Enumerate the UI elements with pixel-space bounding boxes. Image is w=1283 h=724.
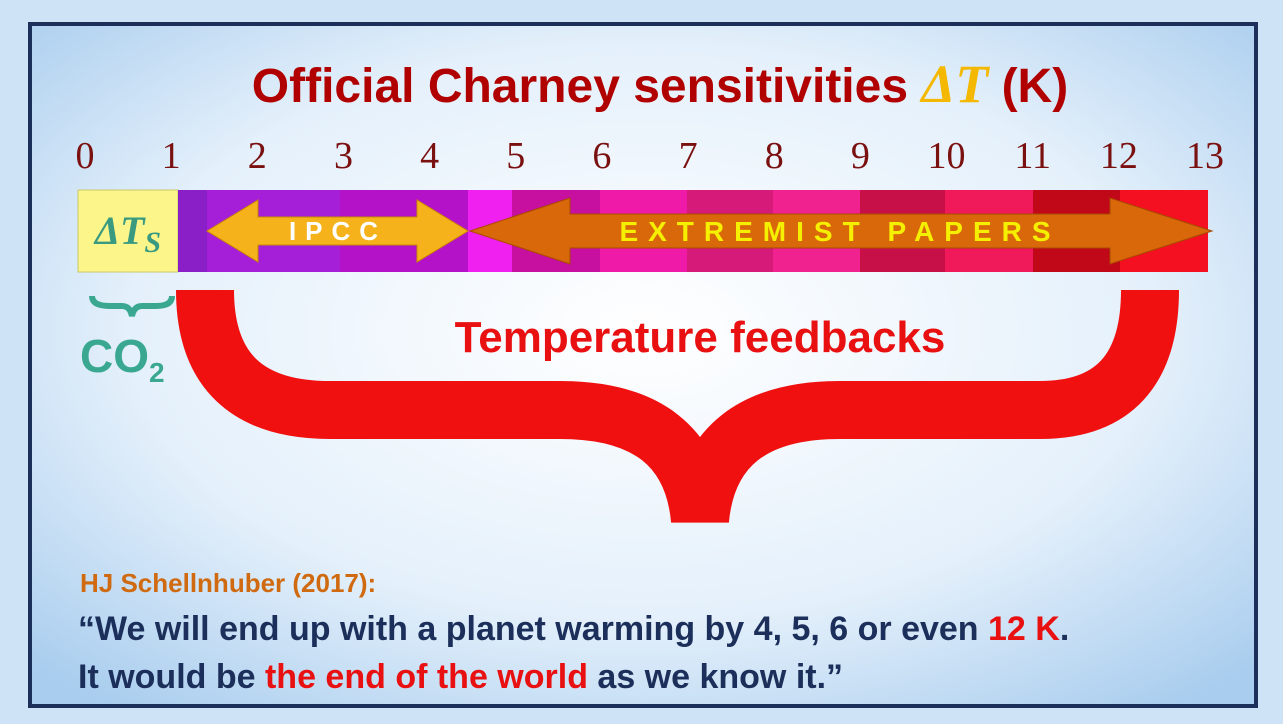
quote-text: . xyxy=(1060,610,1069,648)
scale-tick-label: 11 xyxy=(1014,135,1051,177)
quote-line: “We will end up with a planet warming by… xyxy=(78,610,1069,648)
quote-highlight: 12 K xyxy=(988,610,1060,648)
direct-symbol: ΔT xyxy=(93,208,146,253)
extremist-label: EXTREMIST PAPERS xyxy=(619,216,1060,247)
scale-tick-label: 0 xyxy=(76,135,95,177)
segment xyxy=(77,189,179,273)
citation: HJ Schellnhuber (2017): xyxy=(80,568,376,598)
scale-tick-label: 10 xyxy=(928,135,966,177)
scale-tick-label: 4 xyxy=(420,135,439,177)
scale-tick-label: 2 xyxy=(248,135,267,177)
co2-subscript: 2 xyxy=(149,357,165,388)
co2-brace xyxy=(89,295,175,317)
direct-subscript: S xyxy=(144,226,161,259)
title-text: Official Charney sensitivities xyxy=(252,60,908,113)
scale-tick-label: 5 xyxy=(506,135,525,177)
co2-label: CO2 xyxy=(80,330,165,388)
brace-label: Temperature feedbacks xyxy=(455,313,946,362)
scale-tick-label: 6 xyxy=(592,135,611,177)
quote-highlight: the end of the world xyxy=(265,658,588,696)
scale-tick-label: 1 xyxy=(162,135,181,177)
title: Official Charney sensitivities ΔT (K) xyxy=(252,54,1068,114)
scale-tick-label: 7 xyxy=(679,135,698,177)
quote-line: It would be the end of the world as we k… xyxy=(78,658,843,696)
quote-text: It would be xyxy=(78,658,265,696)
ipcc-arrow xyxy=(206,199,469,263)
co2-text: CO xyxy=(80,330,149,382)
quote-text: “We will end up with a planet warming by… xyxy=(78,610,988,648)
extremist-arrow xyxy=(468,197,1214,265)
title-unit: (K) xyxy=(1002,60,1069,113)
feedback-brace xyxy=(176,289,1179,524)
direct-label: ΔTS xyxy=(93,208,161,259)
quote-text: as we know it.” xyxy=(588,658,843,696)
scale-tick-label: 8 xyxy=(765,135,784,177)
scale-tick-label: 13 xyxy=(1186,135,1224,177)
scale-tick-label: 9 xyxy=(851,135,870,177)
segment xyxy=(178,190,207,272)
scale-ticks: 0 1 2 3 4 5 6 7 8 9 10 11 12 13 xyxy=(76,135,1225,177)
scale-tick-label: 3 xyxy=(334,135,353,177)
title-symbol: ΔT xyxy=(919,54,990,114)
ipcc-label: IPCC xyxy=(289,216,387,246)
scale-tick-label: 12 xyxy=(1100,135,1138,177)
